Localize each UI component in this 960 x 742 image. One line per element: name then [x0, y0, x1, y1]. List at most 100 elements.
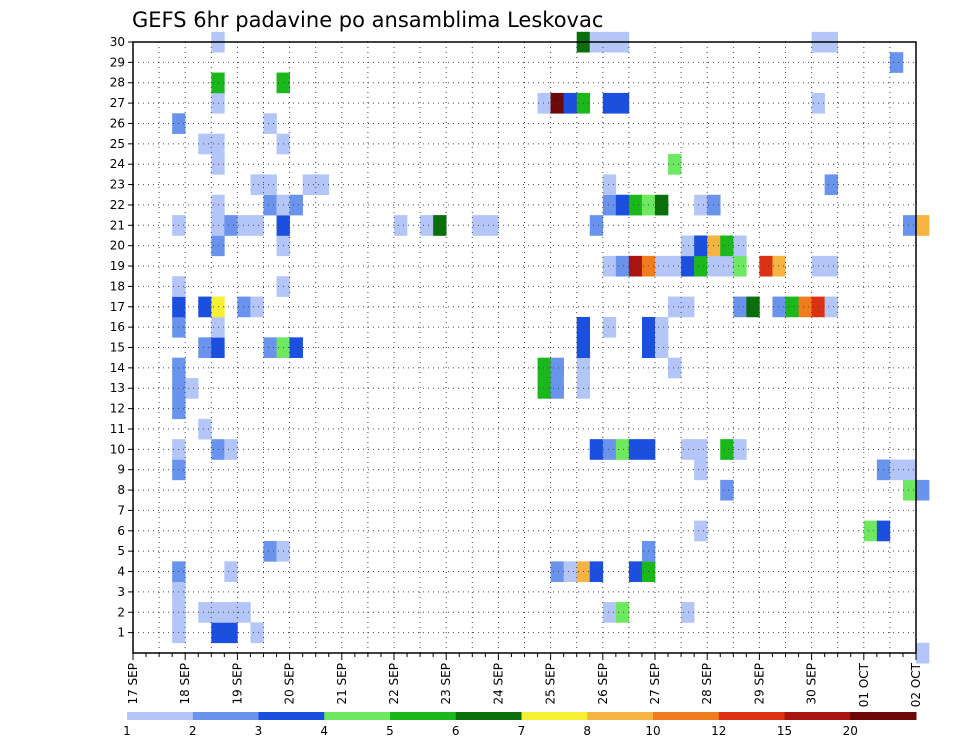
heatmap-cell [902, 459, 917, 481]
heatmap-cell [602, 602, 617, 623]
y-tick-label: 16 [110, 320, 125, 334]
colorbar-swatch [521, 712, 588, 720]
x-tick-label: 24 SEP [491, 663, 505, 705]
heatmap-cell [694, 235, 708, 257]
heatmap-cell [628, 561, 643, 583]
x-tick-label: 22 SEP [387, 663, 401, 705]
y-tick-label: 6 [117, 524, 125, 538]
heatmap-cell [211, 154, 225, 175]
x-tick-label: 20 SEP [283, 663, 297, 705]
grid-lines [133, 41, 916, 653]
x-tick-label: 29 SEP [752, 663, 766, 705]
heatmap-cell [211, 439, 225, 460]
heatmap-cell [420, 215, 434, 236]
heatmap-cell [211, 235, 225, 257]
heatmap-cell [224, 602, 238, 623]
heatmap-cell [589, 215, 604, 236]
x-tick-label: 26 SEP [596, 663, 610, 705]
x-tick-label: 02 OCT [909, 662, 923, 707]
heatmap-cell [602, 316, 617, 338]
heatmap-cell [211, 337, 225, 358]
heatmap-cell [250, 296, 264, 318]
y-tick-label: 7 [117, 503, 125, 517]
heatmap-cell [733, 296, 747, 318]
y-tick-label: 9 [117, 463, 125, 477]
y-tick-label: 2 [117, 605, 125, 619]
colorbar-label: 3 [255, 724, 263, 738]
heatmap-cell [720, 235, 734, 257]
heatmap-cell [694, 255, 708, 277]
colorbar-swatch [653, 712, 720, 720]
heatmap-cell [694, 459, 708, 481]
x-tick-label: 01 OCT [857, 662, 871, 707]
colorbar-swatch [455, 712, 522, 720]
x-tick-label: 23 SEP [439, 663, 453, 705]
heatmap-cell [263, 174, 277, 196]
heatmap-cell [902, 479, 917, 501]
heatmap-cell [681, 439, 695, 460]
heatmap-cell [198, 337, 212, 358]
colorbar-label: 15 [777, 724, 792, 738]
heatmap-cell [694, 520, 708, 542]
y-tick-label: 19 [110, 259, 125, 273]
x-axis: 17 SEP 18 SEP 19 SEP 20 SEP 21 SEP 22 SEP 23 S… [126, 653, 923, 707]
heatmap-cell [224, 215, 238, 236]
heatmap-cell [263, 337, 277, 358]
heatmap-cell [916, 479, 930, 501]
heatmap-cell [237, 296, 251, 318]
heatmap-cell [198, 296, 212, 318]
heatmap-cell [589, 561, 604, 583]
x-tick-label: 25 SEP [544, 663, 558, 705]
y-tick-label: 10 [110, 442, 125, 456]
heatmap-cell [916, 642, 930, 664]
heatmap-cell [198, 602, 212, 623]
heatmap-cell [681, 296, 695, 318]
y-tick-label: 18 [110, 279, 125, 293]
heatmap-cell [602, 92, 617, 114]
heatmap-cell [224, 561, 238, 583]
y-tick-label: 3 [117, 585, 125, 599]
heatmap-cell [889, 459, 904, 481]
heatmap-cell [681, 255, 695, 277]
colorbar-label: 1 [123, 724, 131, 738]
heatmap-cell [668, 255, 682, 277]
y-tick-label: 26 [110, 116, 125, 130]
x-tick-label: 18 SEP [178, 663, 192, 705]
heatmap-cell [485, 215, 499, 236]
y-tick-label: 29 [110, 55, 125, 69]
heatmap-cell [394, 215, 408, 236]
heatmap-cell [615, 602, 630, 623]
heatmap-cell [563, 561, 577, 583]
colorbar-label: 8 [583, 724, 591, 738]
x-tick-label: 21 SEP [335, 663, 349, 705]
heatmap-cell [315, 174, 330, 196]
heatmap-cell [550, 92, 564, 114]
colorbar-swatch [324, 712, 391, 720]
heatmap-cell [681, 235, 695, 257]
heatmap-cell [863, 520, 878, 542]
colorbar-label: 4 [320, 724, 328, 738]
heatmap-cell [785, 296, 799, 318]
heatmap-cell [628, 439, 643, 460]
heatmap-cell [668, 154, 682, 175]
colorbar-label: 5 [386, 724, 394, 738]
heatmap-cell [263, 540, 277, 562]
heatmap-cell [537, 378, 551, 399]
heatmap-cell [733, 235, 747, 257]
heatmap-cell [655, 337, 669, 358]
heatmap-cell [733, 439, 747, 460]
colorbar-label: 20 [843, 724, 858, 738]
y-tick-label: 24 [110, 157, 125, 171]
heatmap-cell [615, 194, 630, 216]
colorbar-swatch [192, 712, 259, 720]
heatmap-cell [289, 194, 303, 216]
heatmap-cell [824, 174, 838, 196]
y-tick-label: 1 [117, 626, 125, 640]
heatmap-cell [824, 255, 838, 277]
x-tick-label: 27 SEP [648, 663, 662, 705]
heatmap-cell [628, 255, 643, 277]
colorbar-swatch [258, 712, 325, 720]
heatmap-cell [615, 439, 630, 460]
heatmap-cell [211, 194, 225, 216]
